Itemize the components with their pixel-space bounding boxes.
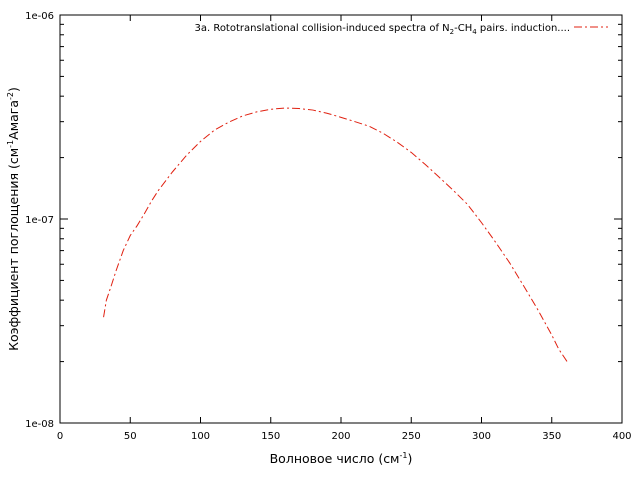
y-axis-label: Коэффициент поглощения (см-1Амага-2) [6, 87, 21, 351]
axis-tick-labels: 0 50 100 150 200 250 300 350 400 1e-08 1e-07 1e-06 [25, 11, 631, 442]
x-tick-label: 100 [191, 431, 210, 442]
x-tick-label: 50 [124, 431, 137, 442]
x-tick-label: 200 [331, 431, 350, 442]
x-tick-label: 400 [612, 431, 631, 442]
y-tick-label: 1e-08 [25, 419, 54, 430]
y-tick-label: 1e-07 [25, 215, 54, 226]
y-tick-label: 1e-06 [25, 11, 54, 22]
x-tick-label: 250 [402, 431, 421, 442]
x-tick-label: 0 [57, 431, 63, 442]
plot-area-frame [59, 14, 623, 424]
legend-entry-label: 3a. Rototranslational collision-induced … [194, 23, 570, 36]
x-tick-label: 150 [261, 431, 280, 442]
legend: 3a. Rototranslational collision-induced … [194, 23, 608, 36]
x-tick-label: 350 [542, 431, 561, 442]
series-line-0 [103, 107, 570, 365]
series-group [103, 107, 570, 365]
x-tick-label: 300 [472, 431, 491, 442]
axis-ticks [59, 14, 623, 424]
x-axis-label: Волновое число (см-1) [270, 451, 413, 466]
